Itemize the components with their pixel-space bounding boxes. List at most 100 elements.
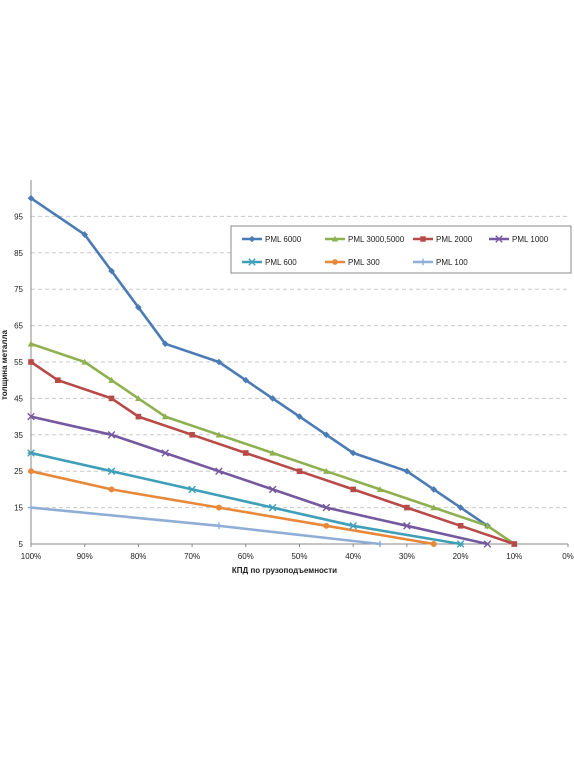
data-point [27,340,35,347]
y-tick-label: 45 [14,394,23,403]
series-markers-group [27,504,384,548]
data-point [268,485,277,494]
data-point [107,467,116,475]
data-point [376,540,384,548]
legend-label: PML 3000,5000 [348,235,405,244]
y-tick-labels: 5 15 25 35 45 55 65 75 85 95 [14,212,23,549]
data-point [27,449,35,457]
data-point [430,504,438,511]
series-markers-group [27,412,492,548]
data-point [28,359,34,365]
legend-item: PML 600 [242,258,297,267]
x-tick-labels: 100% 90% 80% 70% 60% 50% 40% 30% 20% 10% 0% [21,544,574,561]
legend-item: PML 1000 [489,235,549,244]
data-point [404,504,410,511]
x-tick-label: 100% [21,552,41,561]
legend-label: PML 1000 [512,235,549,244]
data-point [189,431,195,438]
data-point [215,522,223,530]
series-line [30,451,461,546]
y-tick-label: 15 [14,504,23,513]
data-point [135,395,142,402]
data-point [332,259,338,265]
data-point [349,449,357,457]
legend: PML 6000 PML 3000,5000 PML 2000 PML 1000 PML… [230,225,572,274]
legend-label: PML 300 [348,258,380,267]
data-point [495,235,503,243]
x-tick-label: 30% [399,552,415,561]
series-line [30,469,434,546]
data-point [268,503,277,512]
data-point [108,395,115,402]
data-point [242,376,250,384]
legend-label: PML 600 [265,258,297,267]
data-point [403,467,411,475]
data-point [215,467,223,475]
data-point [456,540,465,548]
data-point [248,258,256,266]
data-point [296,413,303,420]
legend-box [230,225,572,274]
data-point [108,486,115,493]
series-markers-group [28,359,518,547]
data-point [55,377,61,384]
data-point [248,235,256,243]
x-tick-label: 60% [238,552,254,561]
y-tick-label: 65 [14,322,23,331]
x-tick-label: 20% [453,552,469,561]
legend-item: PML 300 [325,258,380,267]
data-point [81,358,88,365]
data-point [511,541,518,547]
data-point [457,522,464,529]
x-tick-label: 90% [77,552,93,561]
data-point [108,267,115,275]
y-tick-label: 5 [19,540,24,549]
x-axis-label: КПД по грузоподъемности [232,566,337,575]
legend-label: PML 6000 [265,235,302,244]
data-point [331,235,339,242]
data-point [28,468,34,475]
data-point [161,449,170,457]
y-tick-label: 85 [14,249,23,258]
data-point [420,236,426,242]
data-point [484,522,491,529]
series-markers [27,194,518,548]
legend-label: PML 100 [436,258,468,267]
legend-item: PML 6000 [242,235,302,244]
data-point [81,231,88,238]
x-tick-label: 80% [130,552,146,561]
x-tick-label: 50% [291,552,307,561]
data-point [430,541,437,547]
data-point [27,504,35,511]
legend-item: PML 3000,5000 [325,235,405,244]
y-tick-label: 35 [14,431,23,440]
y-tick-label: 75 [14,285,23,294]
data-point [296,468,303,475]
data-point [215,504,222,511]
data-point [419,258,427,266]
y-tick-label: 25 [14,467,23,476]
y-tick-label: 55 [14,358,23,367]
series-markers-group [27,449,465,548]
data-point [135,413,142,420]
data-point [323,431,330,439]
data-point [483,540,492,548]
data-point [135,304,142,311]
data-point [161,413,169,420]
legend-items: PML 6000 PML 3000,5000 PML 2000 PML 1000 PML… [242,235,549,267]
legend-item: PML 100 [413,258,468,267]
x-tick-label: 70% [184,552,200,561]
data-point [323,467,330,474]
data-point [269,449,276,456]
data-point [215,358,223,366]
x-tick-label: 40% [345,552,361,561]
y-axis-label: толщина металла [0,329,9,400]
data-point [27,194,35,202]
data-point [349,522,357,530]
data-point [215,431,223,438]
data-point [107,431,116,439]
data-point [161,340,169,348]
data-point [188,485,196,494]
data-point [323,522,330,529]
